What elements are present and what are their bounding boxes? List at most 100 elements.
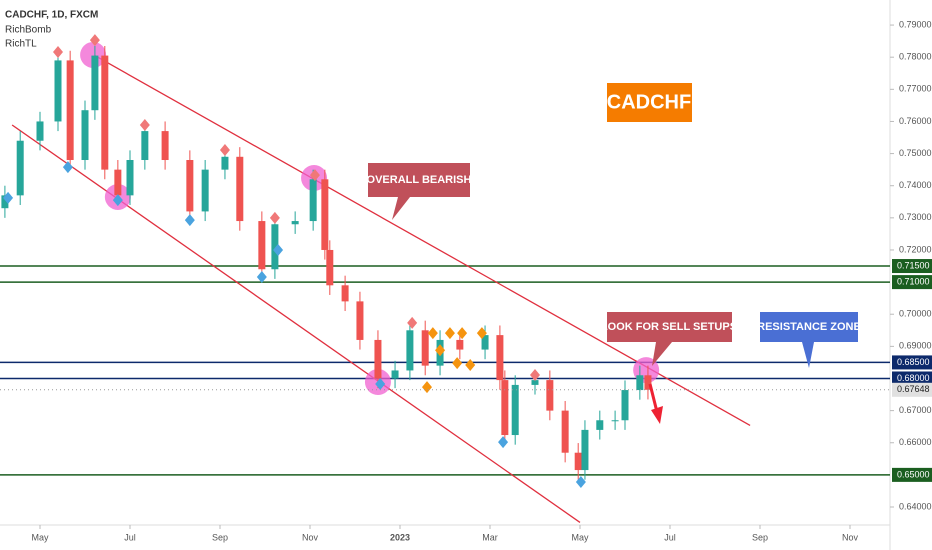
level-box: [892, 467, 932, 482]
y-tick-label: 0.66000: [899, 437, 932, 447]
candle-body: [501, 380, 509, 436]
signal: [575, 475, 586, 488]
signal: [457, 327, 468, 340]
candle-body: [291, 221, 299, 225]
candle-body: [456, 339, 464, 350]
candle-body: [511, 384, 519, 436]
y-tick-label: 0.75000: [899, 148, 932, 158]
candle-body: [81, 110, 89, 161]
arrow: [648, 383, 659, 413]
signal: [256, 270, 267, 283]
signal: [435, 344, 446, 357]
candle-body: [611, 420, 619, 422]
level-box: [892, 355, 932, 370]
signal: [269, 211, 280, 224]
candle-body: [309, 179, 317, 222]
candle-body: [581, 429, 589, 471]
callout: [760, 312, 858, 368]
candle-body: [236, 156, 244, 222]
indicator: RichBomb: [5, 25, 52, 36]
y-tick-label: 0.73000: [899, 212, 932, 222]
signal: [139, 118, 150, 131]
signal: [375, 377, 386, 390]
level-label: 0.68500: [897, 357, 930, 367]
callout-text: RESISTANCE ZONE: [757, 321, 861, 333]
candle-body: [374, 339, 382, 379]
signal: [529, 368, 540, 381]
signal: [498, 436, 509, 449]
y-tick-label: 0.77000: [899, 84, 932, 94]
signal: [273, 243, 284, 256]
callout: [607, 312, 732, 366]
signal: [112, 194, 123, 207]
last-price-label: 0.67648: [897, 384, 930, 394]
candle-body: [531, 380, 539, 385]
candle-body: [341, 285, 349, 302]
symbol-label: CADCHF: [607, 91, 691, 113]
symbol-box: [607, 83, 692, 122]
candle-body: [596, 420, 604, 430]
candle-body: [36, 121, 44, 141]
candle-body: [561, 410, 569, 453]
candle-body: [186, 160, 194, 212]
candle-body: [574, 452, 582, 471]
level-label: 0.71500: [897, 260, 930, 270]
candle-body: [356, 301, 364, 340]
level-label: 0.65000: [897, 469, 930, 479]
candle-body: [114, 169, 122, 196]
x-tick-label: Sep: [752, 532, 768, 542]
signal: [444, 327, 455, 340]
candle-body: [258, 221, 266, 270]
signal: [219, 144, 230, 157]
x-tick-label: May: [31, 532, 49, 542]
y-tick-label: 0.72000: [899, 244, 932, 254]
signal: [476, 327, 487, 340]
candle-body: [481, 335, 489, 350]
y-tick-label: 0.64000: [899, 501, 932, 511]
candle-body: [271, 224, 279, 270]
x-tick-label: 2023: [390, 532, 410, 542]
candle-body: [644, 375, 652, 390]
y-tick-label: 0.69000: [899, 341, 932, 351]
callout-text: LOOK FOR SELL SETUPS: [601, 321, 737, 333]
x-tick-label: Jul: [124, 532, 136, 542]
signal: [422, 381, 433, 394]
signal: [89, 34, 100, 47]
x-tick-label: Nov: [842, 532, 859, 542]
x-tick-label: Mar: [482, 532, 498, 542]
candle-body: [66, 60, 74, 161]
plot: [0, 34, 890, 523]
level-box: [892, 275, 932, 290]
x-tick-label: May: [571, 532, 589, 542]
signal: [53, 46, 64, 59]
arrow-head: [651, 406, 663, 424]
y-tick-label: 0.74000: [899, 180, 932, 190]
level-box: [892, 259, 932, 274]
candle-body: [326, 249, 334, 286]
candle-body: [91, 55, 99, 111]
signal: [62, 161, 73, 174]
highlight: [80, 41, 107, 68]
level-box: [892, 371, 932, 386]
candle-body: [161, 131, 169, 161]
candle-body: [406, 330, 414, 371]
candle-body: [221, 156, 229, 170]
candle-body: [421, 330, 429, 366]
candle-body: [54, 60, 62, 122]
last-price-box: [892, 382, 932, 397]
candle-body: [101, 55, 109, 170]
x-tick-label: Sep: [212, 532, 228, 542]
signal: [3, 191, 14, 204]
candle-body: [1, 195, 9, 209]
y-tick-label: 0.78000: [899, 52, 932, 62]
candle-body: [201, 169, 209, 212]
candle-body: [321, 179, 329, 250]
y-tick-label: 0.79000: [899, 19, 932, 29]
chart-title: CADCHF, 1D, FXCM: [5, 10, 98, 21]
candle-body: [126, 160, 134, 196]
candle-body: [621, 390, 629, 421]
y-tick-label: 0.76000: [899, 116, 932, 126]
signal: [309, 169, 320, 182]
level-label: 0.68000: [897, 373, 930, 383]
